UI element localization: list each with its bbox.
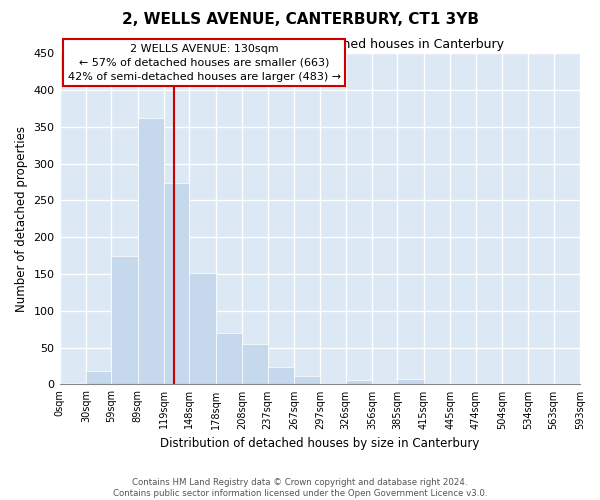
- Bar: [190, 273, 216, 384]
- Text: 2, WELLS AVENUE, CANTERBURY, CT1 3YB: 2, WELLS AVENUE, CANTERBURY, CT1 3YB: [121, 12, 479, 28]
- Bar: [346, 380, 372, 384]
- Y-axis label: Number of detached properties: Number of detached properties: [15, 126, 28, 312]
- Bar: [268, 368, 294, 384]
- Title: Size of property relative to detached houses in Canterbury: Size of property relative to detached ho…: [136, 38, 504, 51]
- Bar: [216, 333, 242, 384]
- Bar: [164, 182, 190, 384]
- Bar: [59, 383, 86, 384]
- Bar: [294, 376, 320, 384]
- Text: Contains HM Land Registry data © Crown copyright and database right 2024.
Contai: Contains HM Land Registry data © Crown c…: [113, 478, 487, 498]
- Bar: [137, 118, 164, 384]
- Bar: [242, 344, 268, 385]
- Text: 2 WELLS AVENUE: 130sqm
← 57% of detached houses are smaller (663)
42% of semi-de: 2 WELLS AVENUE: 130sqm ← 57% of detached…: [68, 44, 341, 82]
- X-axis label: Distribution of detached houses by size in Canterbury: Distribution of detached houses by size …: [160, 437, 479, 450]
- Bar: [397, 378, 424, 384]
- Bar: [112, 256, 137, 384]
- Bar: [86, 371, 112, 384]
